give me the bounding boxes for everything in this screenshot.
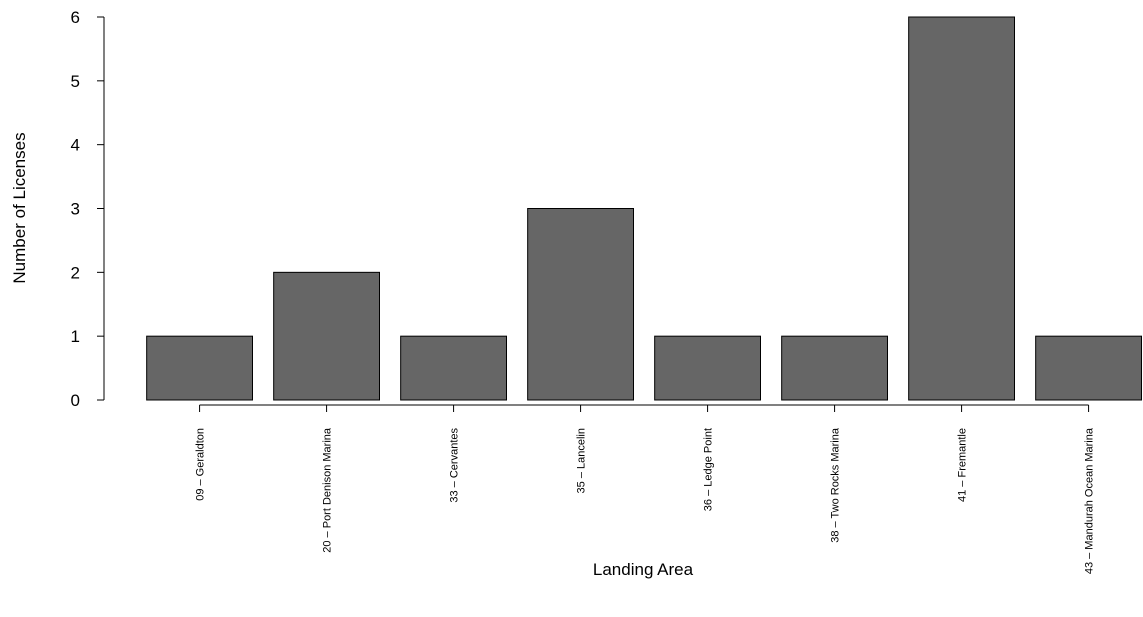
x-tick-label: 36 – Ledge Point [703,428,715,511]
bar [400,335,507,401]
x-tick-label: 33 – Cervantes [449,428,461,503]
y-tick-label: 4 [71,136,80,155]
x-tick-label: 35 – Lancelin [576,428,588,493]
x-tick-label: 38 – Two Rocks Marina [830,427,842,543]
y-axis-label: Number of Licenses [10,132,29,283]
y-tick-label: 2 [71,263,80,282]
x-tick-label: 41 – Fremantle [957,428,969,502]
x-tick-label: 20 – Port Denison Marina [322,427,334,553]
bar [654,335,762,401]
bar [1035,335,1142,401]
x-tick-label: 09 – Geraldton [195,428,207,501]
y-tick-label: 5 [71,72,80,91]
x-tick-label: 43 – Mandurah Ocean Marina [1084,427,1096,574]
y-tick-label: 0 [71,391,80,410]
bar [527,208,635,401]
bar [781,335,889,401]
y-tick-label: 1 [71,327,80,346]
bar [908,16,1016,401]
bar [146,335,254,401]
bar [273,271,380,401]
y-tick-label: 3 [71,200,80,219]
y-tick-label: 6 [71,8,80,27]
x-axis-label: Landing Area [593,560,694,579]
